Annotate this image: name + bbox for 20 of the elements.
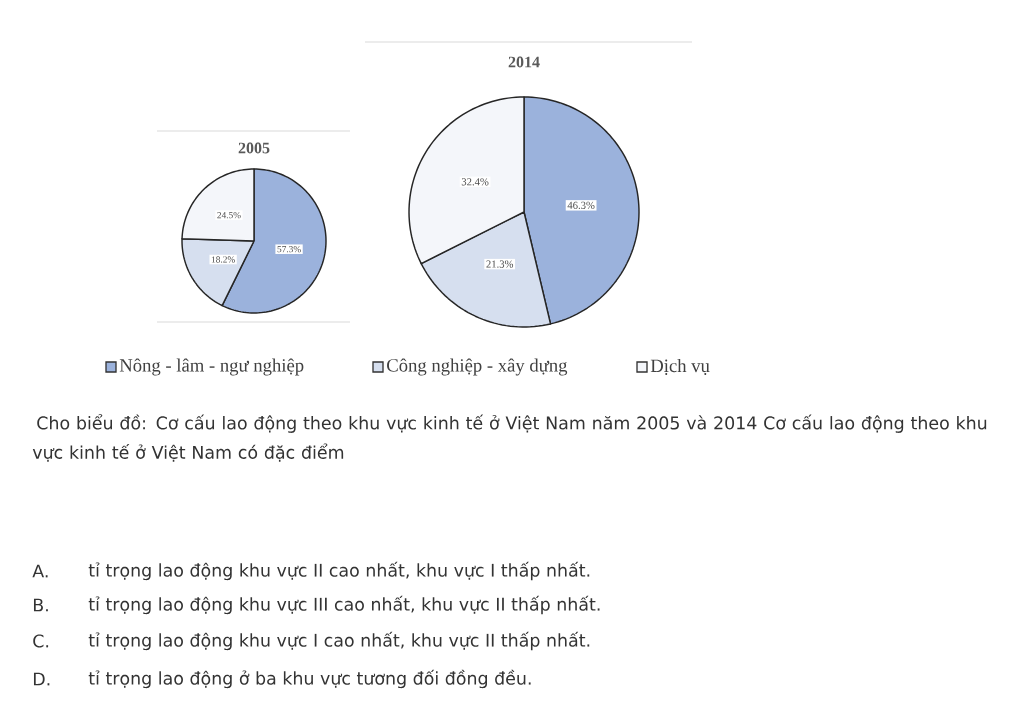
data-label: 24.5% [217, 211, 241, 219]
data-label: 32.4% [461, 178, 489, 186]
chart-title: 2014 [508, 56, 540, 68]
data-label: 18.2% [211, 256, 235, 263]
text: Cho biểu đồ: Cơ cấu lao động theo khu vực kinh tế ở Việt Nam năm 2005 và 2014 Cơ cấu lao động theo khu vực kinh tế ở Việt Nam có đặc điểm [32, 414, 987, 462]
legend-label: Nông - lâm - ngư nghiệp [119, 358, 304, 376]
data-label: 57.3% [277, 246, 301, 253]
text: D. [33, 672, 50, 686]
data-label: 21.3% [486, 260, 514, 268]
data-label: 46.3% [567, 201, 595, 209]
text: tỉ trọng lao động khu vực III cao nhất, khu vực II thấp nhất. [88, 595, 600, 615]
text: B. [33, 598, 48, 612]
text: tỉ trọng lao động ở ba khu vực tương đối đồng đều. [88, 669, 531, 689]
text: C. [33, 634, 49, 648]
text: tỉ trọng lao động khu vực II cao nhất, khu vực I thấp nhất. [88, 561, 590, 581]
text: tỉ trọng lao động khu vực I cao nhất, khu vực II thấp nhất. [88, 631, 590, 651]
chart-title: 2005 [238, 142, 270, 154]
legend-label: Công nghiệp - xây dựng [387, 358, 568, 376]
text: A. [32, 564, 48, 578]
legend-label: Dịch vụ [650, 358, 710, 376]
